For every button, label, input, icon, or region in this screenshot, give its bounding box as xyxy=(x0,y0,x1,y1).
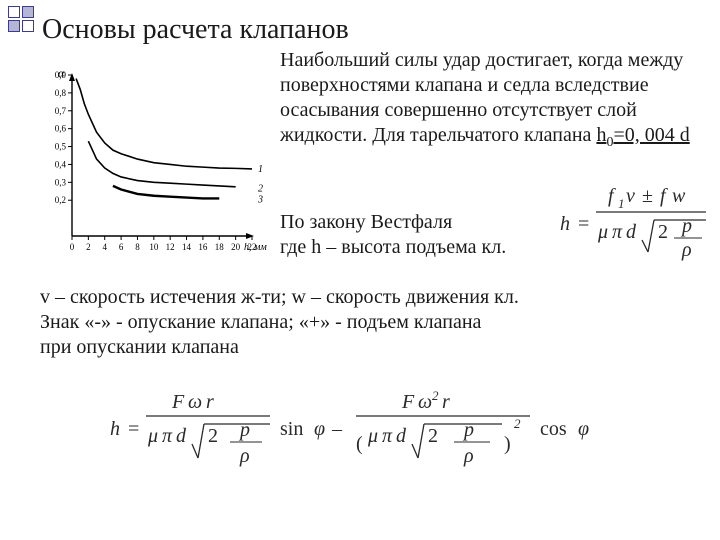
page-title: Основы расчета клапанов xyxy=(42,14,349,46)
svg-text:1: 1 xyxy=(618,196,625,211)
svg-text:(: ( xyxy=(356,433,363,455)
svg-text:r: r xyxy=(206,391,214,413)
h0-formula: h0=0, 004 d xyxy=(596,124,689,146)
paragraph-intro: Наибольший силы удар достигает, когда ме… xyxy=(280,48,700,152)
svg-text:ω: ω xyxy=(418,391,432,413)
svg-text:d: d xyxy=(396,425,407,447)
svg-text:w: w xyxy=(672,185,686,207)
svg-text:=: = xyxy=(578,213,589,235)
svg-text:12: 12 xyxy=(166,242,175,252)
svg-text:p: p xyxy=(462,419,474,441)
svg-text:20: 20 xyxy=(231,242,241,252)
svg-text:0,2: 0,2 xyxy=(55,195,66,205)
svg-text:10: 10 xyxy=(149,242,159,252)
svg-text:1: 1 xyxy=(258,164,263,175)
paragraph-westphal: По закону Вестфаля xyxy=(280,210,580,235)
svg-text:2: 2 xyxy=(432,388,439,403)
svg-text:0,8: 0,8 xyxy=(55,88,67,98)
svg-text:φ: φ xyxy=(314,418,325,440)
decor-square xyxy=(22,20,34,32)
svg-text:0,3: 0,3 xyxy=(55,177,67,187)
svg-text:μ: μ xyxy=(147,425,158,447)
svg-text:2: 2 xyxy=(258,184,263,195)
svg-text:ρ: ρ xyxy=(463,445,474,467)
svg-text:f: f xyxy=(660,185,668,207)
svg-text:π: π xyxy=(162,425,173,447)
svg-text:r: r xyxy=(442,391,450,413)
svg-text:d: d xyxy=(626,221,637,243)
svg-text:0,7: 0,7 xyxy=(55,106,67,116)
svg-text:π: π xyxy=(612,221,623,243)
svg-text:F: F xyxy=(401,391,415,413)
svg-text:14: 14 xyxy=(182,242,192,252)
svg-text:16: 16 xyxy=(198,242,208,252)
equation-h-westphal: h=f1v±fwμπd2pρ xyxy=(556,180,716,275)
svg-text:p: p xyxy=(238,419,250,441)
svg-text:α: α xyxy=(58,66,65,80)
svg-text:φ: φ xyxy=(578,418,589,440)
svg-text:v: v xyxy=(626,185,635,207)
svg-text:h: h xyxy=(110,418,120,440)
svg-text:18: 18 xyxy=(215,242,225,252)
svg-text:0: 0 xyxy=(70,242,75,252)
svg-text:2: 2 xyxy=(208,425,218,447)
decor-square xyxy=(8,20,20,32)
svg-text:d: d xyxy=(176,425,187,447)
svg-text:ρ: ρ xyxy=(239,445,250,467)
svg-text:μ: μ xyxy=(597,221,608,243)
svg-text:2: 2 xyxy=(428,425,438,447)
svg-text:f: f xyxy=(608,185,616,207)
svg-text:2: 2 xyxy=(658,221,668,243)
svg-text:0,5: 0,5 xyxy=(55,142,67,152)
svg-text:F: F xyxy=(171,391,185,413)
svg-text:=: = xyxy=(128,418,139,440)
svg-text:π: π xyxy=(382,425,393,447)
equation-h-lowering: h=Fωrμπd2pρsinφ–Fω2r(μπd2pρ)2cosφ xyxy=(110,380,640,490)
svg-text:cos: cos xyxy=(540,418,567,440)
svg-text:0,6: 0,6 xyxy=(55,124,67,134)
svg-text:sin: sin xyxy=(280,418,303,440)
svg-text:2: 2 xyxy=(514,416,521,431)
svg-text:4: 4 xyxy=(102,242,107,252)
alpha-vs-h-chart: 02468101214161820220,20,30,40,50,60,70,8… xyxy=(40,65,270,260)
svg-text:h: h xyxy=(560,213,570,235)
paragraph-vw: v – скорость истечения ж-ти; w – скорост… xyxy=(40,285,680,360)
decor-square xyxy=(8,6,20,18)
svg-text:8: 8 xyxy=(135,242,140,252)
svg-text:ω: ω xyxy=(188,391,202,413)
svg-text:h, мм: h, мм xyxy=(244,242,267,253)
svg-text:6: 6 xyxy=(119,242,124,252)
decor-square xyxy=(22,6,34,18)
svg-text:p: p xyxy=(680,215,692,237)
svg-text:±: ± xyxy=(642,185,653,207)
svg-text:μ: μ xyxy=(367,425,378,447)
svg-text:–: – xyxy=(331,418,343,440)
paragraph-h-def: где h – высота подъема кл. xyxy=(280,235,580,260)
svg-text:2: 2 xyxy=(86,242,91,252)
svg-text:0,4: 0,4 xyxy=(55,159,67,169)
svg-text:3: 3 xyxy=(257,194,263,205)
svg-text:): ) xyxy=(504,433,511,455)
svg-text:ρ: ρ xyxy=(681,239,692,261)
